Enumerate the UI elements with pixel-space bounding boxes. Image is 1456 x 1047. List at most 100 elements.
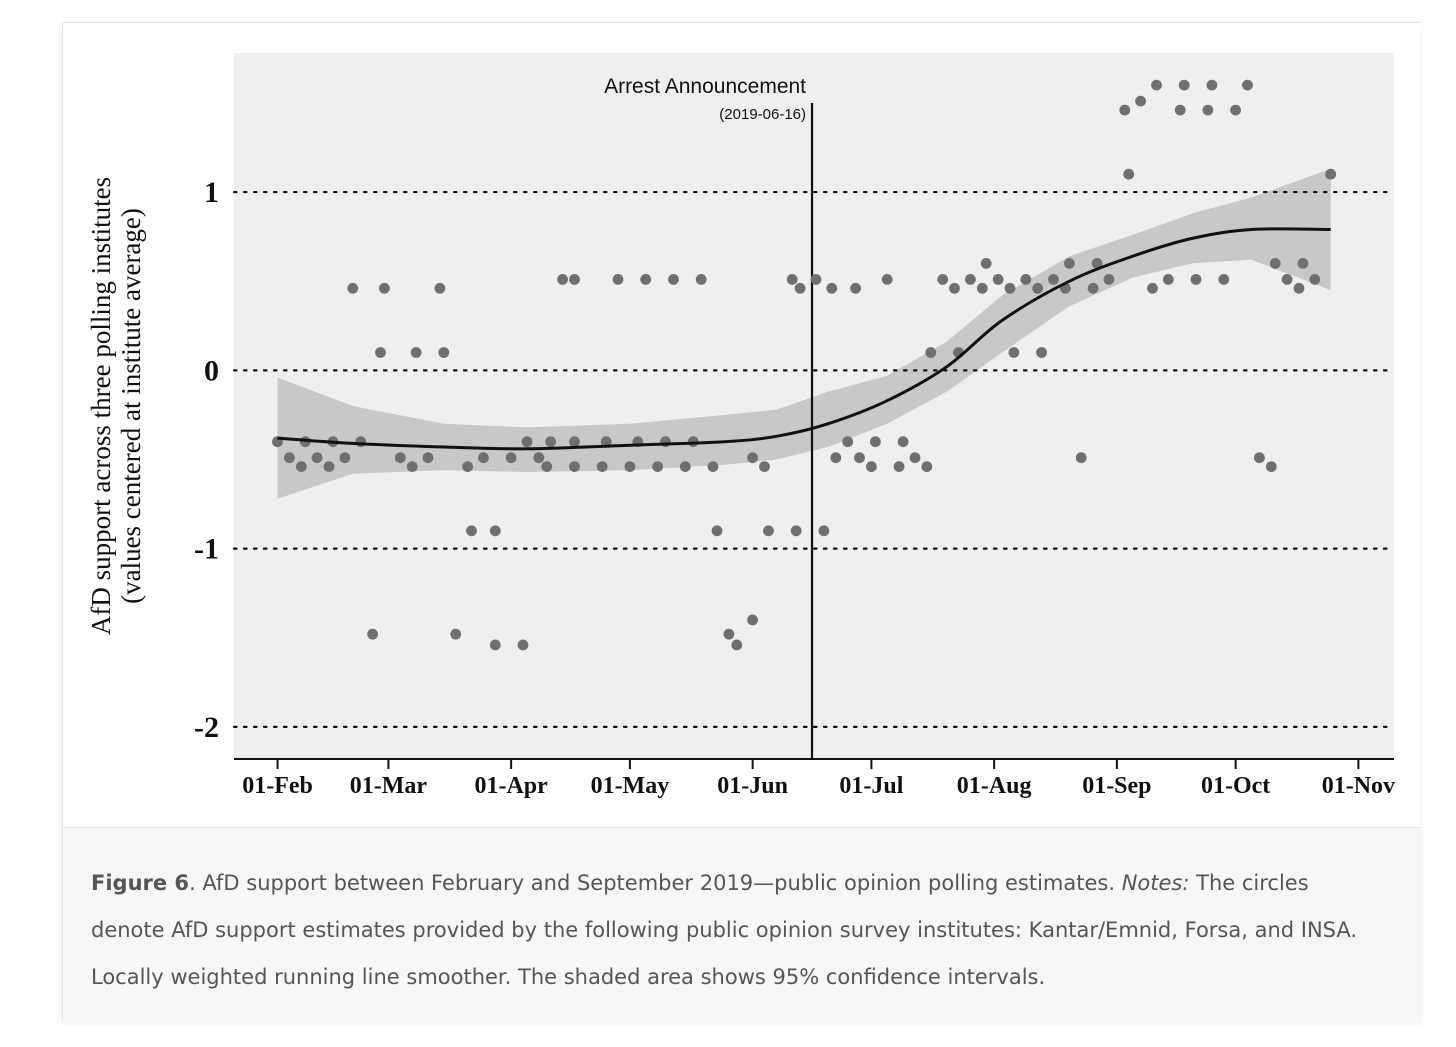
data-point	[897, 436, 909, 448]
data-point	[339, 452, 351, 464]
data-point	[854, 452, 865, 464]
data-point	[1265, 461, 1277, 472]
data-point	[1206, 79, 1218, 91]
data-point	[1162, 274, 1174, 285]
data-point	[521, 436, 533, 448]
data-point	[462, 461, 473, 472]
x-tick-label: 01-Aug	[957, 773, 1032, 799]
data-point	[600, 436, 612, 448]
data-point	[347, 282, 359, 294]
data-point	[367, 628, 378, 640]
data-point	[759, 461, 770, 472]
notes-text: The circles denote AfD support estimates…	[91, 871, 1358, 989]
data-point	[949, 282, 960, 294]
data-point	[410, 347, 422, 358]
x-tick-label: 01-Jul	[839, 773, 903, 799]
y-ticks: 1 0 -1 -2	[194, 176, 219, 744]
data-point	[723, 628, 735, 640]
x-tick-label: 01-May	[591, 773, 670, 799]
data-point	[422, 452, 434, 464]
data-point	[652, 461, 663, 472]
gridlines	[232, 190, 1396, 729]
smoother-line	[277, 227, 1331, 451]
data-point	[1281, 274, 1293, 285]
data-point	[1004, 282, 1016, 294]
data-point	[818, 525, 830, 537]
data-point	[624, 461, 636, 472]
data-point	[1048, 274, 1059, 285]
data-point	[1269, 258, 1281, 269]
data-point	[1190, 274, 1202, 285]
y-tick-label: 0	[204, 354, 219, 387]
data-point	[1119, 104, 1131, 116]
data-point	[1032, 282, 1044, 294]
data-point	[569, 274, 580, 285]
data-point	[1202, 104, 1214, 116]
data-point	[569, 461, 580, 472]
figure-caption: Figure 6. AfD support between February a…	[91, 860, 1381, 1001]
data-point	[711, 525, 723, 537]
smoother-layer	[277, 227, 1331, 451]
data-point	[921, 461, 933, 472]
notes-label: Notes:	[1121, 871, 1190, 895]
data-point	[557, 274, 568, 285]
data-point	[763, 525, 774, 537]
data-point	[379, 282, 390, 294]
data-point	[980, 258, 992, 269]
data-point	[1123, 168, 1135, 180]
data-point	[489, 525, 501, 537]
data-point	[1174, 104, 1186, 116]
data-point	[434, 282, 446, 294]
y-tick-label: -2	[194, 711, 219, 744]
data-point	[612, 274, 624, 285]
annotation-layer: Arrest Announcement (2019-06-16)	[604, 75, 814, 759]
data-point	[394, 452, 406, 464]
x-tick-label: 01-Nov	[1322, 773, 1395, 799]
y-tick-label: -1	[194, 533, 219, 566]
data-point	[295, 461, 307, 472]
data-point	[881, 274, 893, 285]
data-point	[596, 461, 608, 472]
data-point	[569, 436, 580, 448]
data-point	[826, 282, 838, 294]
data-point	[1075, 452, 1087, 464]
data-point	[1036, 347, 1047, 358]
data-point	[1020, 274, 1032, 285]
data-point	[695, 274, 707, 285]
data-point	[668, 274, 679, 285]
data-point	[450, 628, 462, 640]
data-point	[1091, 258, 1103, 269]
data-point	[842, 436, 854, 448]
x-tick-label: 01-Feb	[242, 773, 313, 799]
data-point	[489, 639, 501, 651]
data-point	[794, 282, 806, 294]
annotation-label: Arrest Announcement	[604, 75, 806, 98]
data-point	[1254, 452, 1265, 464]
data-point	[866, 461, 877, 472]
caption-area: Figure 6. AfD support between February a…	[63, 827, 1421, 1023]
data-points	[272, 79, 1337, 651]
data-point	[1297, 258, 1309, 269]
data-point	[1135, 95, 1146, 107]
data-point	[438, 347, 450, 358]
data-point	[311, 452, 323, 464]
data-point	[1087, 282, 1099, 294]
caption-text: . AfD support between February and Septe…	[189, 871, 1122, 895]
x-tick-label: 01-Jun	[717, 773, 788, 799]
data-point	[478, 452, 489, 464]
figure-label: Figure 6	[91, 871, 190, 895]
confidence-band	[277, 168, 1331, 499]
data-point	[870, 436, 881, 448]
data-point	[466, 525, 477, 537]
data-point	[541, 461, 553, 472]
annotation-sublabel: (2019-06-16)	[719, 106, 806, 123]
data-point	[1230, 104, 1241, 116]
y-axis-label: AfD support across three polling institu…	[86, 177, 116, 635]
data-point	[992, 274, 1004, 285]
data-point	[790, 525, 802, 537]
figure-card: Arrest Announcement (2019-06-16) 01-Feb 0…	[62, 22, 1421, 1023]
data-point	[1309, 274, 1321, 285]
data-point	[406, 461, 418, 472]
data-point	[323, 461, 335, 472]
data-point	[517, 639, 529, 651]
